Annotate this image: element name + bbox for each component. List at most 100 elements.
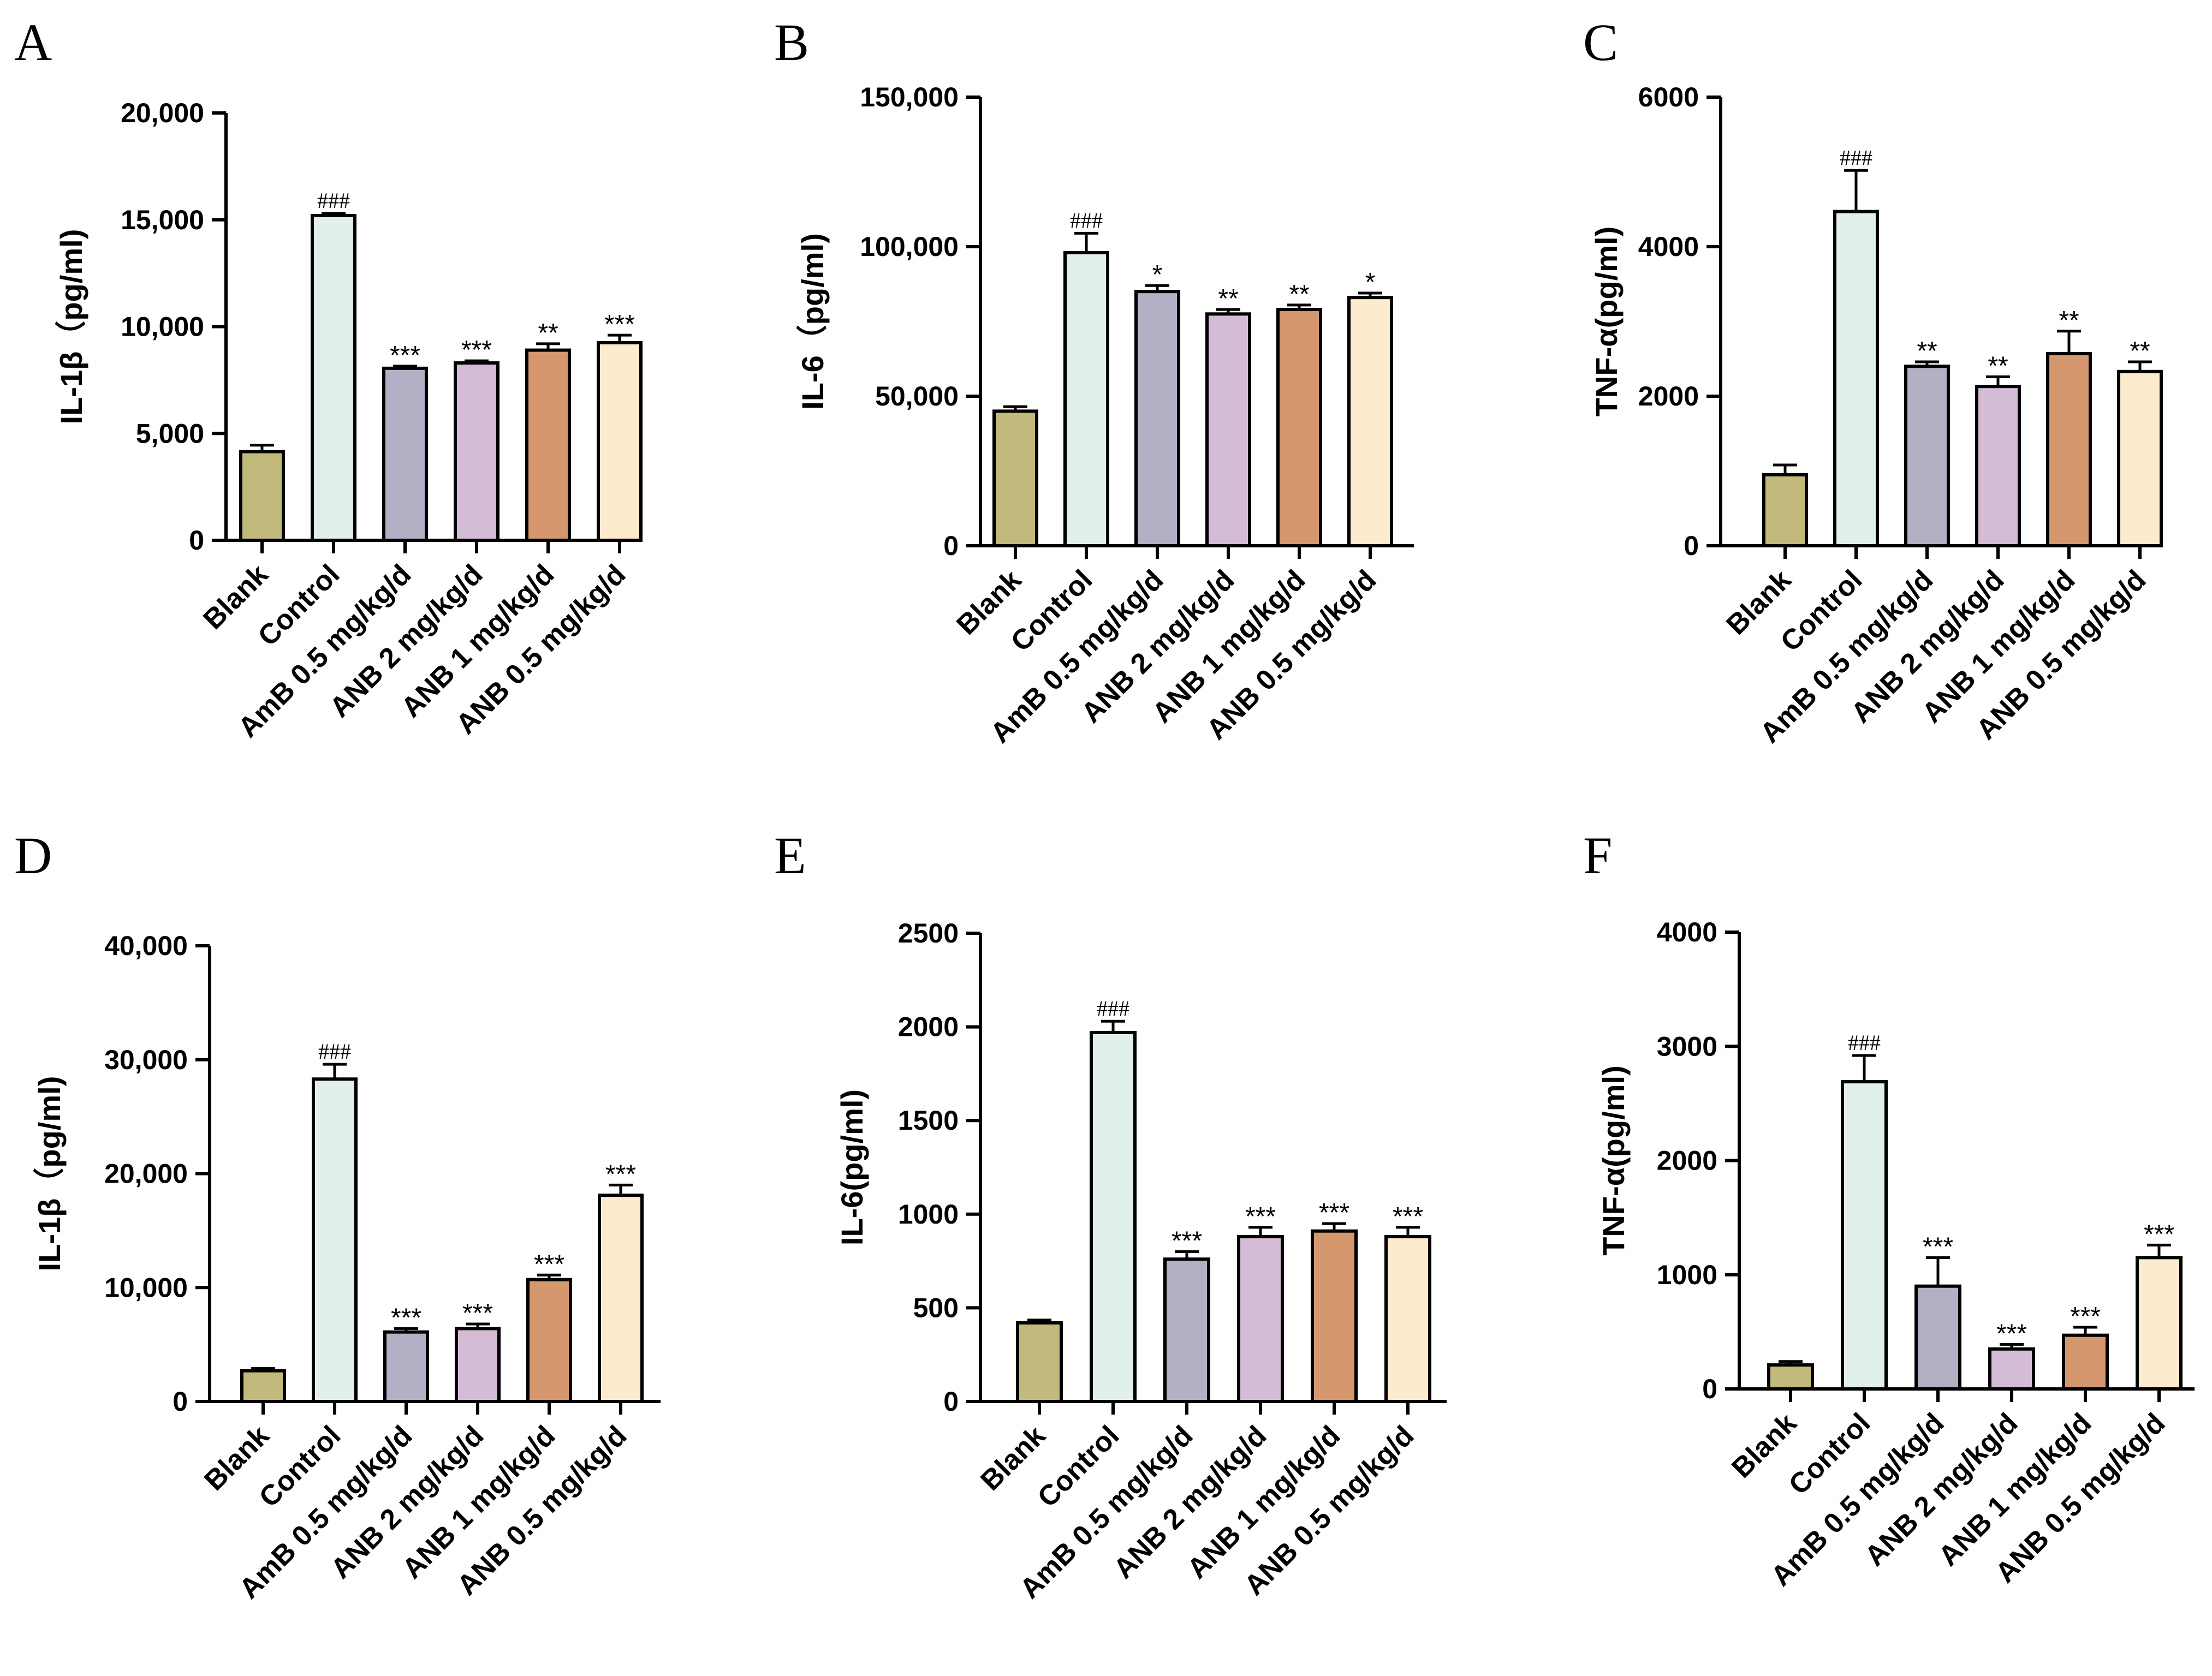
bar bbox=[312, 1077, 358, 1404]
y-tick-label: 4000 bbox=[1638, 231, 1699, 262]
bar bbox=[598, 1194, 644, 1404]
significance-label: * bbox=[1365, 268, 1376, 297]
y-tick-label: 0 bbox=[1702, 1374, 1717, 1404]
y-tick-label: 30,000 bbox=[104, 1045, 188, 1075]
bar bbox=[1384, 1234, 1431, 1403]
bar bbox=[1762, 473, 1808, 547]
bar bbox=[1833, 210, 1879, 547]
bar bbox=[1205, 312, 1251, 547]
bar bbox=[240, 1369, 286, 1403]
bar bbox=[2117, 369, 2163, 547]
significance-label: *** bbox=[1393, 1202, 1423, 1231]
bar bbox=[1914, 1284, 1961, 1391]
y-tick-label: 2500 bbox=[898, 918, 959, 949]
y-tick-label: 5,000 bbox=[136, 418, 204, 449]
y-tick-label: 40,000 bbox=[104, 931, 188, 961]
y-axis-label: TNF-α(pg/ml) bbox=[1596, 1065, 1631, 1256]
bar bbox=[1904, 365, 1950, 547]
significance-label: *** bbox=[1923, 1232, 1953, 1261]
y-axis-label: TNF-α(pg/ml) bbox=[1589, 226, 1624, 417]
y-tick-label: 1000 bbox=[1657, 1260, 1717, 1290]
significance-label: *** bbox=[391, 1303, 421, 1332]
significance-label: ** bbox=[2130, 337, 2150, 366]
y-tick-label: 0 bbox=[173, 1386, 188, 1417]
bar bbox=[1090, 1030, 1137, 1403]
y-axis-label: IL-1β（pg/ml) bbox=[54, 229, 88, 425]
y-tick-label: 1000 bbox=[898, 1199, 959, 1230]
significance-label: ** bbox=[1289, 280, 1309, 309]
y-tick-label: 20,000 bbox=[121, 98, 204, 128]
y-tick-label: 500 bbox=[913, 1292, 959, 1323]
y-axis-label: IL-1β（pg/ml) bbox=[32, 1076, 67, 1272]
significance-label: *** bbox=[604, 310, 635, 339]
significance-label: ### bbox=[1848, 1030, 1881, 1055]
significance-label: ### bbox=[1097, 996, 1129, 1021]
bar bbox=[525, 348, 571, 542]
bar bbox=[1134, 290, 1180, 547]
significance-label: *** bbox=[534, 1250, 564, 1279]
significance-label: ### bbox=[318, 1039, 351, 1064]
bar bbox=[2062, 1333, 2109, 1391]
y-tick-label: 0 bbox=[189, 525, 204, 556]
y-axis-label: IL-6（pg/ml) bbox=[795, 233, 830, 410]
significance-label: ### bbox=[317, 188, 350, 213]
bar bbox=[1237, 1234, 1284, 1403]
significance-label: * bbox=[1152, 260, 1163, 289]
bar bbox=[311, 213, 356, 542]
y-tick-label: 2000 bbox=[898, 1012, 959, 1042]
significance-label: ### bbox=[1070, 208, 1103, 232]
y-axis-label: IL-6(pg/ml) bbox=[835, 1089, 869, 1245]
panel-c: C TNF-α(pg/ml) 0200040006000Blank###Cont… bbox=[1583, 13, 2163, 749]
significance-label: ### bbox=[1840, 145, 1872, 170]
y-tick-label: 50,000 bbox=[875, 381, 959, 411]
y-tick-label: 0 bbox=[1684, 530, 1699, 561]
significance-label: *** bbox=[1996, 1319, 2027, 1348]
panel-letter: E bbox=[774, 826, 806, 885]
bar bbox=[1311, 1229, 1358, 1403]
panel-letter: C bbox=[1583, 13, 1618, 71]
y-tick-label: 10,000 bbox=[121, 312, 204, 342]
bar bbox=[1841, 1080, 1888, 1391]
bar bbox=[526, 1278, 572, 1403]
y-tick-label: 0 bbox=[943, 1386, 959, 1417]
panel-letter: D bbox=[14, 826, 52, 885]
significance-label: *** bbox=[2070, 1302, 2101, 1331]
significance-label: ** bbox=[1988, 351, 2008, 380]
y-tick-label: 2000 bbox=[1657, 1146, 1717, 1176]
y-tick-label: 2000 bbox=[1638, 381, 1699, 411]
bar bbox=[382, 366, 428, 542]
significance-label: *** bbox=[605, 1160, 636, 1189]
y-tick-label: 4000 bbox=[1657, 917, 1717, 947]
significance-label: *** bbox=[462, 1299, 493, 1328]
bar bbox=[383, 1330, 429, 1404]
significance-label: ** bbox=[538, 319, 558, 348]
y-tick-label: 3000 bbox=[1657, 1031, 1717, 1061]
significance-label: ** bbox=[1218, 284, 1238, 313]
bar bbox=[2136, 1256, 2183, 1391]
panel-letter: A bbox=[14, 13, 52, 71]
significance-label: ** bbox=[2059, 306, 2079, 335]
bar bbox=[455, 1327, 501, 1403]
y-tick-label: 1500 bbox=[898, 1105, 959, 1136]
bar bbox=[1347, 296, 1393, 547]
significance-label: *** bbox=[461, 336, 492, 365]
y-tick-label: 150,000 bbox=[860, 82, 959, 112]
bar bbox=[1975, 385, 2021, 547]
bar bbox=[1016, 1321, 1063, 1403]
bar bbox=[1276, 308, 1322, 548]
significance-label: *** bbox=[2144, 1220, 2174, 1249]
panel-letter: F bbox=[1583, 826, 1612, 885]
bar bbox=[2046, 351, 2092, 547]
bar bbox=[1163, 1257, 1210, 1403]
bar bbox=[239, 450, 285, 542]
bar bbox=[454, 361, 500, 542]
y-tick-label: 0 bbox=[943, 530, 959, 561]
significance-label: *** bbox=[1172, 1226, 1202, 1255]
bar bbox=[992, 409, 1038, 548]
y-tick-label: 100,000 bbox=[860, 231, 959, 262]
y-tick-label: 20,000 bbox=[104, 1159, 188, 1189]
significance-label: ** bbox=[1917, 337, 1937, 366]
bar bbox=[1988, 1347, 2035, 1391]
bar bbox=[597, 341, 643, 542]
